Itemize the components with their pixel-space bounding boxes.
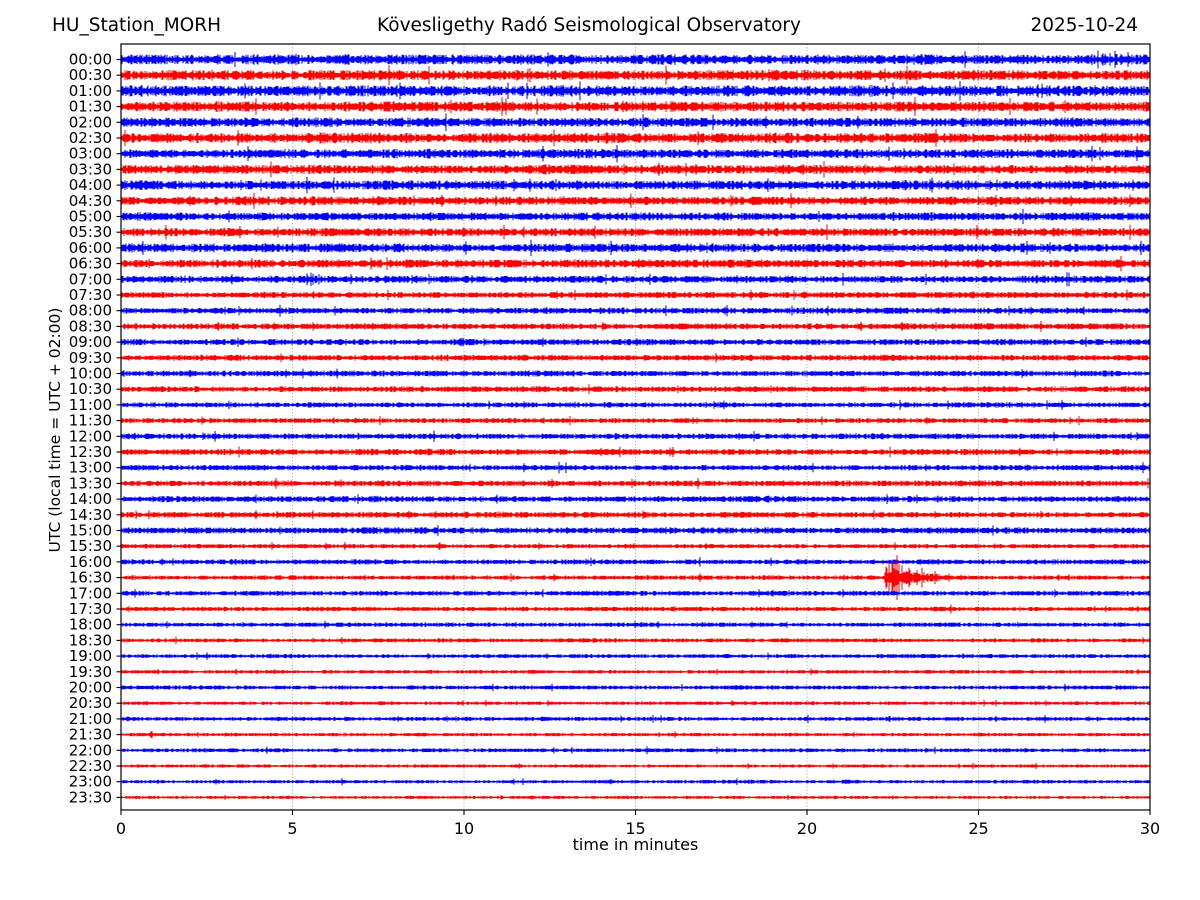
y-tick-label: 08:00: [69, 302, 112, 320]
trace-row-12:00: [119, 429, 1152, 444]
y-tick-label: 01:30: [69, 98, 112, 116]
y-tick-label: 11:00: [69, 396, 112, 414]
y-tick-label: 06:00: [69, 239, 112, 257]
y-tick-label: 09:30: [69, 349, 112, 367]
y-tick-label: 06:30: [69, 255, 112, 273]
y-tick-label: 10:30: [69, 380, 112, 398]
y-tick-label: 03:00: [69, 145, 112, 163]
y-tick-label: 14:30: [69, 506, 112, 524]
y-tick-label: 21:30: [69, 726, 112, 744]
y-tick-label: 20:30: [69, 694, 112, 712]
trace-row-11:30: [119, 414, 1152, 427]
trace-row-06:00: [119, 238, 1152, 258]
y-tick-label: 13:00: [69, 459, 112, 477]
trace-row-17:30: [119, 603, 1152, 615]
y-tick-label: 01:00: [69, 82, 112, 100]
y-tick-label: 19:30: [69, 663, 112, 681]
y-tick-label: 22:30: [69, 757, 112, 775]
x-tick-label: 20: [797, 819, 817, 838]
y-tick-label: 15:30: [69, 537, 112, 555]
y-tick-label: 22:00: [69, 741, 112, 759]
date-label: 2025-10-24: [1030, 15, 1138, 36]
y-tick-label: 02:30: [69, 129, 112, 147]
y-tick-label: 23:00: [69, 773, 112, 791]
x-tick-label: 0: [116, 819, 126, 838]
y-tick-label: 15:00: [69, 522, 112, 540]
trace-row-22:00: [119, 745, 1152, 756]
y-tick-label: 14:00: [69, 490, 112, 508]
station-title: HU_Station_MORH: [52, 15, 222, 36]
trace-row-17:00: [119, 587, 1152, 599]
y-tick-label: 04:00: [69, 176, 112, 194]
trace-row-11:00: [119, 398, 1152, 412]
trace-row-18:00: [119, 619, 1152, 630]
y-tick-label: 09:00: [69, 333, 112, 351]
y-axis-label: UTC (local time = UTC + 02:00): [46, 307, 64, 553]
y-tick-label: 00:30: [69, 66, 112, 84]
y-tick-label: 20:00: [69, 679, 112, 697]
y-tick-label: 07:00: [69, 270, 112, 288]
y-tick-label: 00:00: [69, 51, 112, 69]
x-axis-label: time in minutes: [572, 835, 699, 854]
y-tick-label: 03:30: [69, 160, 112, 178]
y-tick-label: 05:30: [69, 223, 112, 241]
y-tick-label: 17:30: [69, 600, 112, 618]
trace-row-16:00: [119, 555, 1152, 568]
plot-frame: [120, 43, 1151, 811]
y-tick-label: 10:00: [69, 365, 112, 383]
trace-row-01:30: [119, 96, 1152, 118]
y-tick-label: 12:30: [69, 443, 112, 461]
trace-row-01:00: [119, 79, 1152, 102]
trace-row-02:00: [119, 112, 1152, 133]
y-tick-label: 05:00: [69, 208, 112, 226]
trace-row-00:30: [119, 64, 1152, 87]
x-tick-label: 15: [625, 819, 645, 838]
trace-row-10:30: [119, 383, 1152, 396]
x-tick-label: 10: [454, 819, 474, 838]
y-tick-label: 16:30: [69, 569, 112, 587]
y-tick-label: 13:30: [69, 474, 112, 492]
y-tick-label: 16:00: [69, 553, 112, 571]
x-tick-label: 25: [968, 819, 988, 838]
y-tick-label: 12:00: [69, 427, 112, 445]
trace-row-04:00: [119, 175, 1152, 195]
y-tick-label: 17:00: [69, 584, 112, 602]
x-tick-label: 30: [1140, 819, 1160, 838]
y-tick-label: 18:00: [69, 616, 112, 634]
y-tick-label: 07:30: [69, 286, 112, 304]
y-tick-label: 21:00: [69, 710, 112, 728]
y-tick-label: 19:00: [69, 647, 112, 665]
x-tick-label: 5: [287, 819, 297, 838]
trace-row-19:30: [119, 667, 1152, 677]
y-tick-label: 18:30: [69, 631, 112, 649]
y-tick-label: 02:00: [69, 113, 112, 131]
observatory-title: Kövesligethy Radó Seismological Observat…: [377, 15, 801, 36]
trace-row-03:30: [119, 160, 1152, 179]
y-tick-label: 11:30: [69, 412, 112, 430]
y-tick-label: 08:30: [69, 317, 112, 335]
y-tick-label: 23:30: [69, 788, 112, 806]
y-tick-label: 04:30: [69, 192, 112, 210]
trace-row-00:00: [119, 49, 1152, 70]
